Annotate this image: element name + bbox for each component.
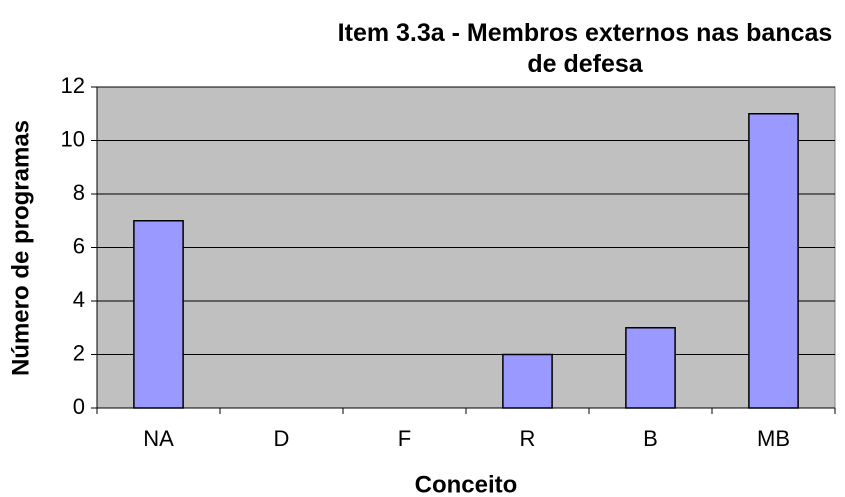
bar [502, 353, 553, 409]
chart-title: Item 3.3a - Membros externos nas bancas … [337, 19, 833, 78]
bar [748, 113, 799, 409]
x-tick-label: B [643, 426, 658, 451]
y-tick-label: 8 [73, 180, 85, 205]
x-tick-label: NA [143, 426, 174, 451]
y-tick-label: 0 [73, 394, 85, 419]
y-tick-label: 6 [73, 233, 85, 258]
x-tick-label: MB [757, 426, 790, 451]
x-axis-label: Conceito [415, 471, 518, 497]
y-tick-label: 4 [73, 287, 85, 312]
y-axis-label: Número de programas [7, 120, 34, 376]
x-tick-label: R [520, 426, 536, 451]
y-tick-label: 10 [61, 126, 85, 151]
x-tick-label: D [274, 426, 290, 451]
y-tick-label: 12 [61, 73, 85, 98]
y-tick-label: 2 [73, 340, 85, 365]
x-tick-label: F [398, 426, 411, 451]
bar [625, 327, 676, 409]
bar [133, 220, 184, 409]
